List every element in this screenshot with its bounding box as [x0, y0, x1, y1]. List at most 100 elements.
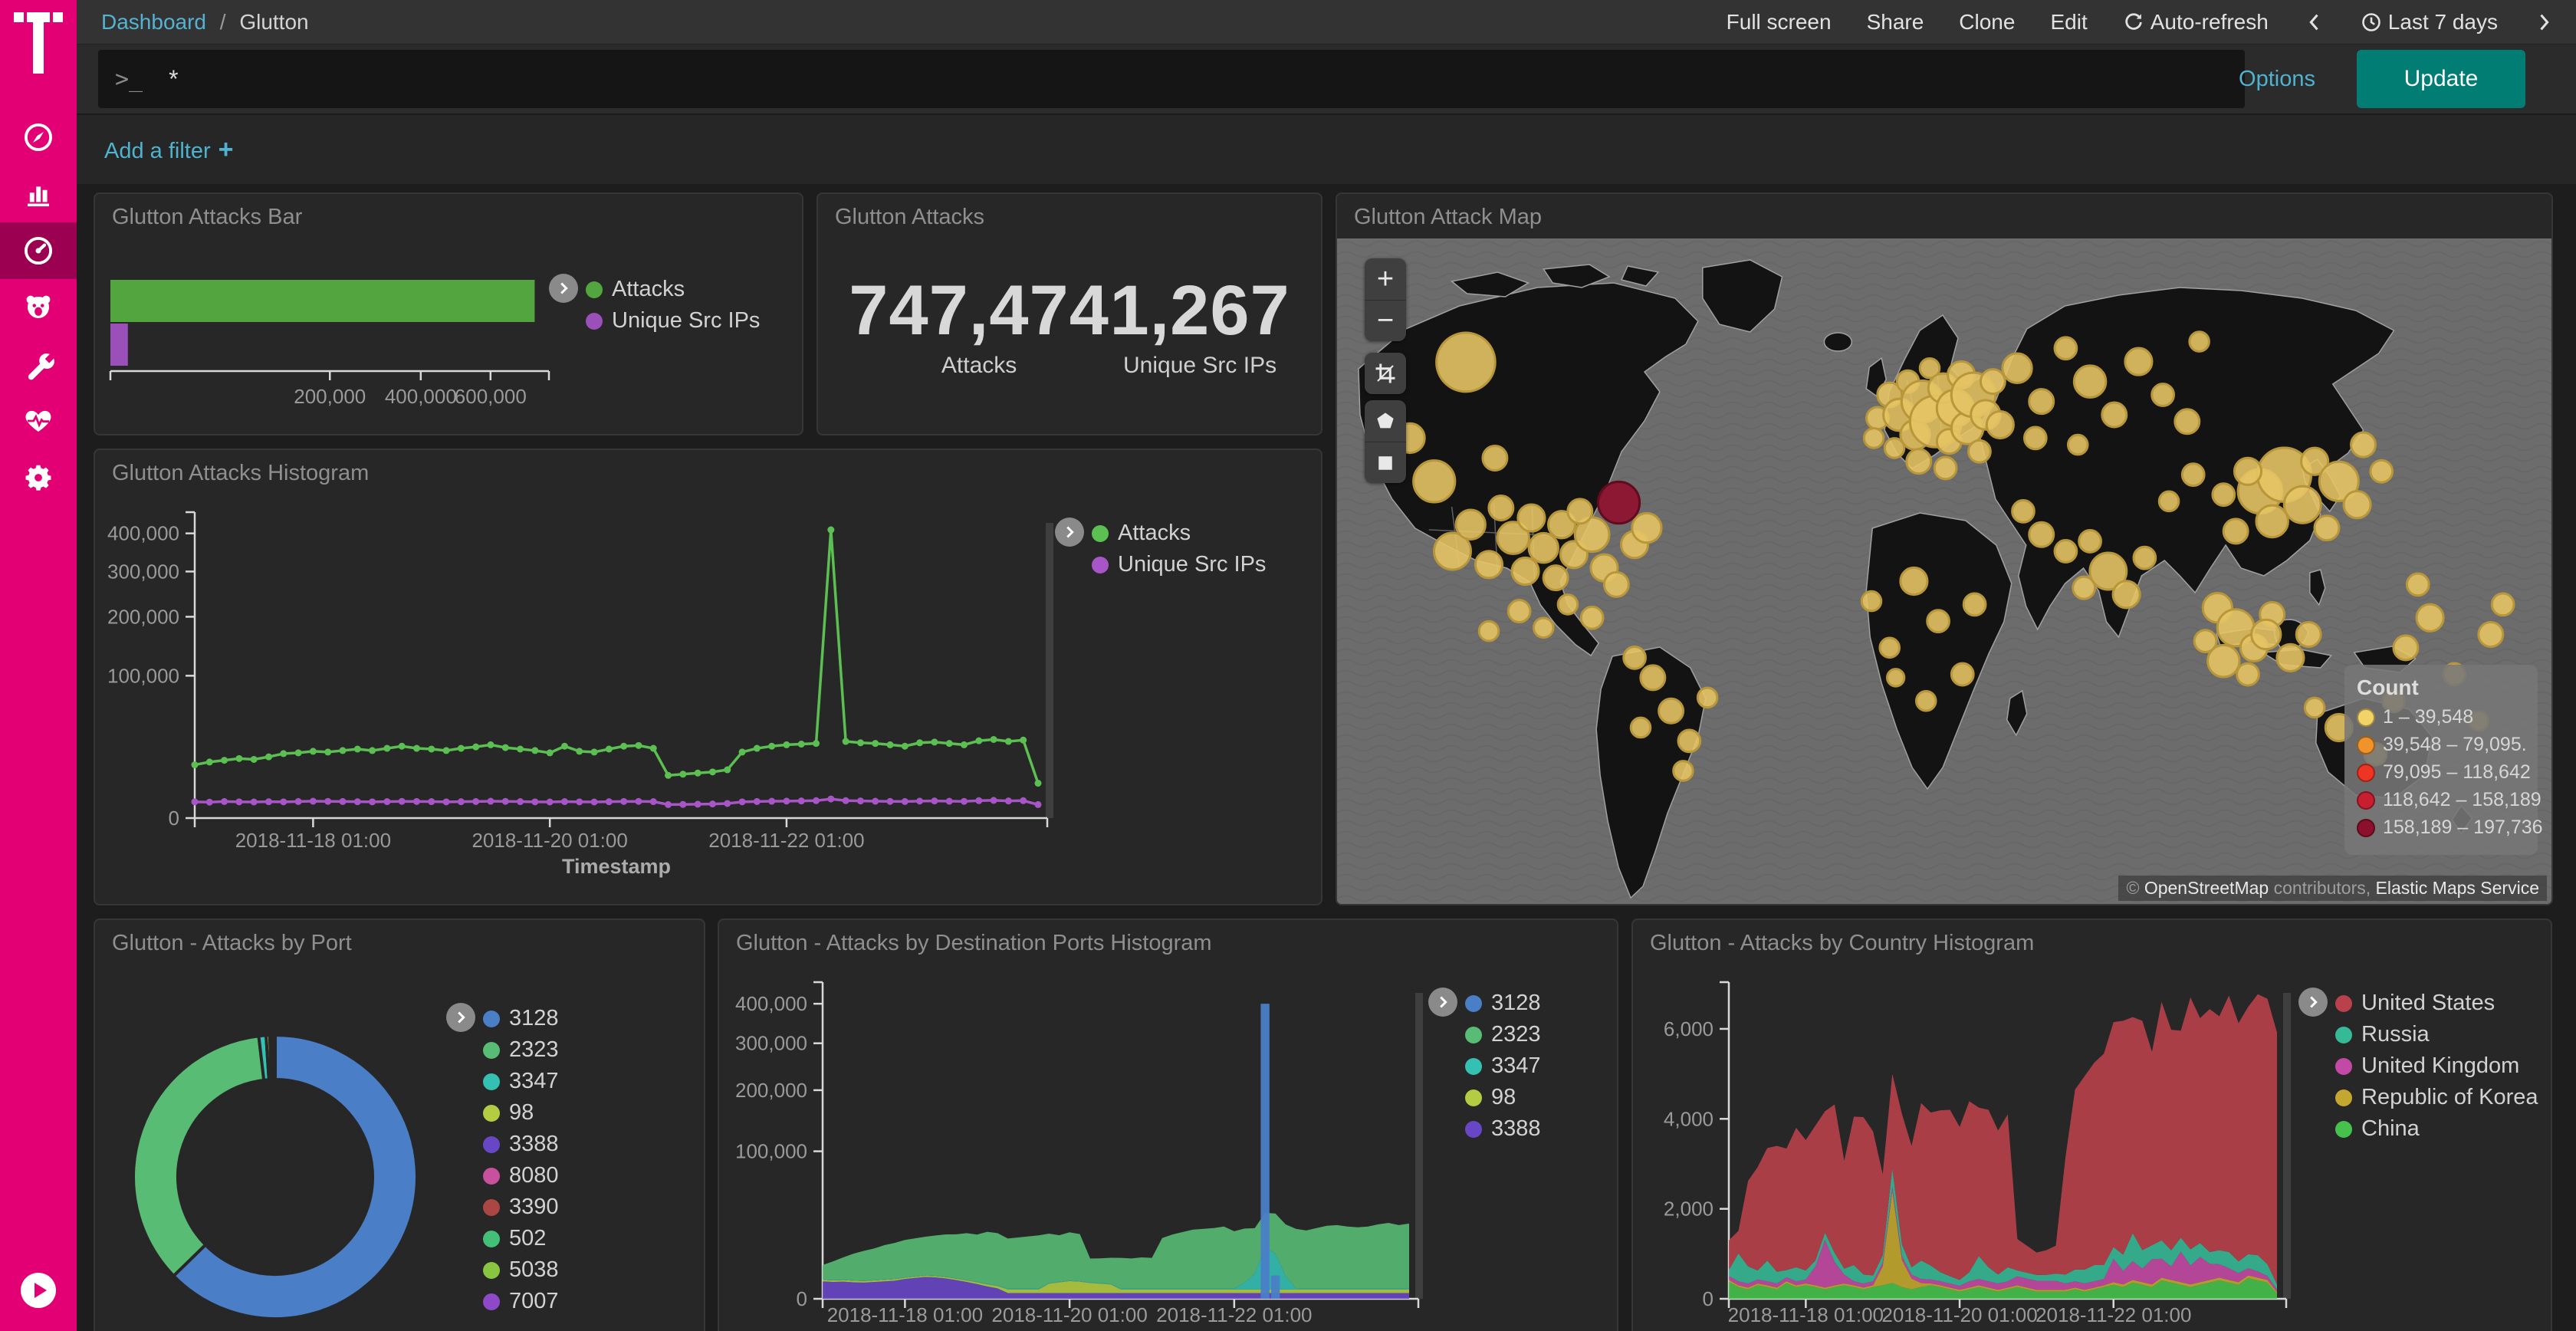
legend-label: 3128	[509, 1006, 559, 1031]
legend-color-dot	[2335, 995, 2352, 1012]
add-filter-link[interactable]: Add a filter+	[104, 135, 234, 165]
svg-text:200,000: 200,000	[735, 1079, 807, 1102]
legend-item[interactable]: United States	[2335, 991, 2538, 1016]
map-legend-dot	[2357, 764, 2375, 782]
legend-item[interactable]: 3388	[1465, 1116, 1541, 1142]
edit-button[interactable]: Edit	[2050, 10, 2087, 35]
time-range-forward-button[interactable]	[2533, 12, 2555, 33]
metric-label: Unique Src IPs	[1109, 353, 1290, 379]
update-button[interactable]: Update	[2357, 50, 2525, 108]
search-input[interactable]: >_ *	[98, 50, 2245, 108]
legend-collapse-button[interactable]	[549, 274, 578, 303]
sidebar-item-management[interactable]	[0, 449, 77, 506]
legend-label: 98	[1491, 1085, 1516, 1110]
svg-text:2018-11-20 01:00: 2018-11-20 01:00	[991, 1303, 1147, 1326]
chart-legend: 3128 2323 3347 98 3388	[1428, 988, 1541, 1145]
time-range-back-button[interactable]	[2304, 12, 2325, 33]
legend-item[interactable]: Republic of Korea	[2335, 1085, 2538, 1110]
svg-text:300,000: 300,000	[735, 1032, 807, 1055]
sidebar-item-honeypot[interactable]	[0, 279, 77, 336]
legend-item[interactable]: 5038	[483, 1257, 559, 1283]
time-range-picker[interactable]: Last 7 days	[2361, 10, 2498, 35]
full-screen-button[interactable]: Full screen	[1727, 10, 1832, 35]
legend-item[interactable]: 3128	[483, 1006, 559, 1031]
legend-item[interactable]: 2323	[483, 1037, 559, 1063]
sidebar-item-dashboard[interactable]	[0, 222, 77, 279]
metric-unique-src-ips: 1,267 Unique Src IPs	[1109, 271, 1290, 379]
chart-legend: United States Russia United Kingdom Republi…	[2298, 988, 2538, 1145]
plus-icon: +	[219, 135, 234, 164]
polygon-tool-icon[interactable]	[1365, 400, 1406, 442]
world-map[interactable]: + − Count 1 – 39,54839,548 – 79,095.79,0…	[1337, 238, 2551, 904]
breadcrumb-current: Glutton	[239, 10, 308, 34]
legend-label: 2323	[1491, 1022, 1541, 1047]
breadcrumb-dashboard[interactable]: Dashboard	[101, 10, 206, 34]
legend-item[interactable]: 98	[1465, 1085, 1541, 1110]
sidebar-expand-button[interactable]	[21, 1273, 56, 1308]
legend-collapse-button[interactable]	[446, 1003, 475, 1032]
legend-item[interactable]: Russia	[2335, 1022, 2538, 1047]
legend-item[interactable]: 3390	[483, 1195, 559, 1220]
legend-item[interactable]: 8080	[483, 1163, 559, 1188]
t-mobile-logo[interactable]	[14, 12, 63, 78]
metric-attacks: 747,474 Attacks	[849, 271, 1109, 379]
svg-text:300,000: 300,000	[107, 560, 179, 583]
osm-link[interactable]: OpenStreetMap	[2144, 878, 2269, 898]
legend-item[interactable]: Attacks	[1092, 521, 1266, 546]
legend-item[interactable]: Unique Src IPs	[1092, 552, 1266, 577]
panel-title: Glutton - Attacks by Destination Ports H…	[736, 931, 1212, 956]
legend-label: 8080	[509, 1163, 559, 1188]
legend-item[interactable]: 98	[483, 1100, 559, 1126]
map-legend-label: 1 – 39,548	[2383, 706, 2473, 728]
map-legend-label: 39,548 – 79,095.	[2383, 734, 2527, 756]
svg-text:6,000: 6,000	[1664, 1017, 1714, 1040]
sidebar-item-dev-tools[interactable]	[0, 336, 77, 393]
sidebar-item-discover[interactable]	[0, 109, 77, 166]
panel-attacks-by-destination-ports: Glutton - Attacks by Destination Ports H…	[718, 919, 1618, 1331]
legend-collapse-button[interactable]	[2298, 988, 2328, 1017]
legend-color-dot	[483, 1168, 500, 1185]
share-button[interactable]: Share	[1867, 10, 1924, 35]
legend-item[interactable]: 7007	[483, 1289, 559, 1314]
ems-link[interactable]: Elastic Maps Service	[2376, 878, 2539, 898]
svg-text:100,000: 100,000	[107, 664, 179, 687]
legend-color-dot	[483, 1105, 500, 1122]
map-legend-title: Count	[2357, 675, 2525, 700]
legend-color-dot	[483, 1293, 500, 1310]
panel-glutton-attack-map: Glutton Attack Map + − Count	[1336, 192, 2553, 905]
crop-icon[interactable]	[1365, 353, 1406, 394]
legend-color-dot	[1465, 1027, 1482, 1043]
zoom-in-button[interactable]: +	[1365, 258, 1406, 300]
rectangle-tool-icon[interactable]	[1365, 442, 1406, 483]
legend-item[interactable]: China	[2335, 1116, 2538, 1142]
clone-button[interactable]: Clone	[1959, 10, 2015, 35]
panel-glutton-attacks-histogram: Glutton Attacks Histogram 0100,000200,00…	[94, 449, 1322, 905]
legend-collapse-button[interactable]	[1428, 988, 1457, 1017]
metric-value: 747,474	[849, 271, 1109, 351]
legend-collapse-button[interactable]	[1055, 518, 1084, 547]
map-legend-range: 158,189 – 197,736	[2357, 817, 2525, 839]
legend-item[interactable]: Unique Src IPs	[586, 308, 760, 334]
top-nav-menu: Full screen Share Clone Edit Auto-refres…	[1727, 10, 2576, 35]
legend-label: Unique Src IPs	[1118, 552, 1266, 577]
legend-item[interactable]: 502	[483, 1226, 559, 1251]
auto-refresh-button[interactable]: Auto-refresh	[2123, 10, 2269, 35]
legend-item[interactable]: 3347	[1465, 1053, 1541, 1079]
ports-donut-chart[interactable]	[95, 920, 705, 1331]
legend-item[interactable]: 3347	[483, 1069, 559, 1094]
filter-bar: Add a filter+	[77, 113, 2576, 184]
legend-label: 3128	[1491, 991, 1541, 1016]
legend-item[interactable]: Attacks	[586, 277, 760, 302]
zoom-out-button[interactable]: −	[1365, 300, 1406, 341]
sidebar-item-monitoring[interactable]	[0, 393, 77, 449]
legend-item[interactable]: 2323	[1465, 1022, 1541, 1047]
query-options-link[interactable]: Options	[2239, 44, 2315, 113]
legend-item[interactable]: 3128	[1465, 991, 1541, 1016]
map-zoom-controls: + −	[1365, 258, 1406, 341]
legend-color-dot	[586, 281, 603, 298]
legend-color-dot	[483, 1199, 500, 1216]
sidebar-item-visualize[interactable]	[0, 166, 77, 222]
legend-item[interactable]: United Kingdom	[2335, 1053, 2538, 1079]
legend-item[interactable]: 3388	[483, 1132, 559, 1157]
refresh-icon	[2123, 12, 2144, 33]
